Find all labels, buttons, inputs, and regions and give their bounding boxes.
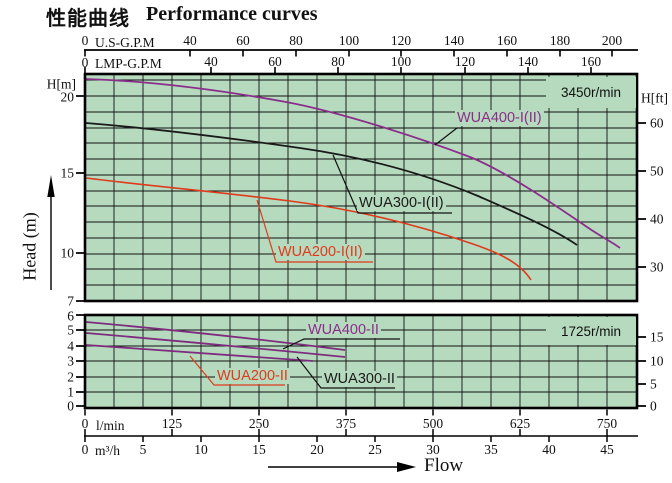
- curve-label-wua200-I: WUA200-I(II): [276, 244, 365, 260]
- m3h-tick: 5: [139, 442, 147, 457]
- lmp-gpm-zero: 0: [81, 55, 89, 70]
- head-axis-title: Head (m): [19, 212, 40, 281]
- lmp-gpm-tick: 100: [390, 54, 412, 69]
- head-m-tick: 15: [60, 165, 75, 181]
- curve-wua200-I: [85, 177, 532, 281]
- curve-wua400-II: [85, 321, 346, 351]
- lower-ft-tick: 15: [650, 329, 664, 345]
- head-m-tick: 20: [60, 89, 75, 105]
- leader-lines: [189, 127, 547, 389]
- lmp-gpm-tick: 60: [268, 54, 282, 69]
- top-axes: [84, 49, 638, 74]
- m3h-tick: 40: [542, 442, 556, 457]
- head-ft-tick: 60: [650, 115, 664, 131]
- lmin-tick: 375: [335, 416, 357, 431]
- main-plot-border: [83, 72, 639, 303]
- head-ft-tick: 40: [650, 211, 664, 227]
- us-gpm-tick: 200: [601, 33, 623, 48]
- us-gpm-zero: 0: [81, 33, 89, 48]
- curve-label-wua300-II: WUA300-II: [322, 371, 397, 387]
- lower-m-tick: 1: [67, 384, 74, 400]
- us-gpm-tick: 160: [496, 33, 518, 48]
- lower-speed-label: 1725r/min: [546, 317, 636, 345]
- lower-ft-tick: 0: [650, 398, 657, 414]
- lmin-axis-label: l/min: [96, 418, 125, 433]
- lower-m-tick: 3: [67, 353, 74, 369]
- lmin-tick: 250: [248, 416, 270, 431]
- bottom-axes: [84, 409, 638, 442]
- m3h-tick: 10: [194, 442, 208, 457]
- y-axis-ticks: [76, 95, 646, 407]
- lmin-tick: 500: [422, 416, 444, 431]
- curve-wua400-I: [85, 78, 621, 249]
- curve-wua300-II: [85, 332, 346, 358]
- lower-m-tick: 4: [67, 338, 74, 354]
- lmp-gpm-tick: 160: [580, 54, 602, 69]
- m3h-tick: 20: [310, 442, 324, 457]
- curve-label-wua300-I: WUA300-I(II): [357, 195, 446, 211]
- head-m-tick: 7: [67, 293, 74, 309]
- lower-ft-tick: 10: [650, 353, 664, 369]
- m3h-tick: 15: [252, 442, 266, 457]
- curve-wua300-I: [85, 122, 578, 246]
- us-gpm-axis-label: U.S-G.P.M: [95, 35, 155, 50]
- m3h-tick: 35: [484, 442, 498, 457]
- us-gpm-tick: 60: [236, 33, 250, 48]
- head-m-tick: 10: [60, 245, 75, 261]
- curve-label-wua200-II: WUA200-II: [215, 368, 290, 384]
- us-gpm-tick: 180: [549, 33, 571, 48]
- lmp-gpm-tick: 80: [331, 54, 345, 69]
- head-ft-tick: 30: [650, 259, 664, 275]
- head-ft-tick: 50: [650, 163, 664, 179]
- title-english: Performance curves: [146, 3, 318, 25]
- lower-m-tick: 6: [67, 308, 74, 324]
- curve-label-wua400-II: WUA400-II: [306, 322, 381, 338]
- lmin-tick: 625: [509, 416, 531, 431]
- us-gpm-tick: 80: [289, 33, 303, 48]
- lmp-gpm-tick: 140: [517, 54, 539, 69]
- curve-wua200-II: [85, 344, 314, 362]
- flow-axis-arrow: [268, 462, 416, 472]
- m3h-tick: 45: [600, 442, 614, 457]
- m3h-tick: 25: [368, 442, 382, 457]
- lower-m-tick: 0: [67, 398, 74, 414]
- flow-axis-title: Flow: [424, 455, 464, 476]
- head-ft-axis-label: H[ft]: [641, 90, 668, 106]
- curve-label-wua400-I: WUA400-I(II): [455, 110, 544, 126]
- lmp-gpm-tick: 40: [204, 54, 218, 69]
- m3h-zero: 0: [81, 442, 89, 457]
- lmp-gpm-axis-label: LMP-G.P.M: [95, 56, 162, 71]
- us-gpm-tick: 120: [390, 33, 412, 48]
- lmin-tick: 125: [161, 416, 183, 431]
- us-gpm-tick: 40: [183, 33, 197, 48]
- lower-m-tick: 5: [67, 322, 74, 338]
- lmp-gpm-tick: 120: [454, 54, 476, 69]
- main-speed-label: 3450r/min: [546, 77, 636, 108]
- us-gpm-tick: 100: [338, 33, 360, 48]
- lmin-zero: 0: [81, 416, 89, 431]
- lower-m-tick: 2: [67, 369, 74, 385]
- us-gpm-tick: 140: [443, 33, 465, 48]
- lmin-tick: 750: [596, 416, 618, 431]
- m3h-tick: 30: [426, 442, 440, 457]
- title-chinese: 性能曲线: [46, 8, 130, 30]
- head-m-axis-label: H[m]: [46, 76, 76, 92]
- head-axis-arrow: [47, 175, 55, 290]
- m3h-axis-label: m³/h: [95, 443, 121, 458]
- lower-ft-tick: 5: [650, 376, 657, 392]
